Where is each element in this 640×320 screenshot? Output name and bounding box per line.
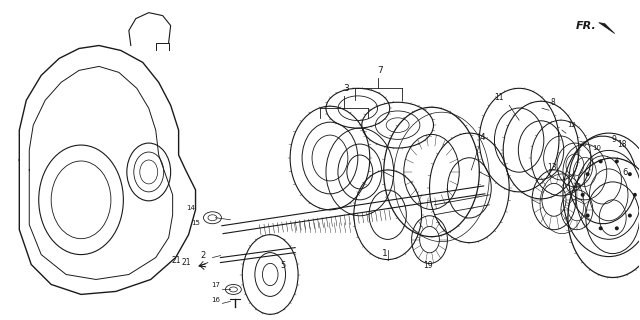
Text: 15: 15 [191, 220, 200, 226]
Text: 13: 13 [547, 163, 557, 172]
Text: 10: 10 [592, 145, 601, 151]
Text: 20: 20 [579, 141, 588, 147]
Text: 21: 21 [181, 258, 191, 267]
Circle shape [586, 172, 589, 176]
Circle shape [615, 226, 619, 230]
Text: 19: 19 [422, 260, 433, 269]
Text: 6: 6 [623, 168, 628, 177]
Text: 16: 16 [211, 297, 220, 303]
Text: 7: 7 [377, 66, 383, 76]
Text: FR.: FR. [576, 20, 596, 31]
Circle shape [580, 193, 584, 197]
Circle shape [633, 193, 637, 197]
Text: 17: 17 [211, 283, 220, 288]
Text: 18: 18 [617, 140, 626, 149]
Text: 19: 19 [572, 183, 581, 189]
Text: 2: 2 [200, 251, 205, 260]
Circle shape [628, 213, 632, 218]
Circle shape [615, 159, 619, 164]
Text: 12: 12 [567, 122, 576, 128]
Circle shape [628, 172, 632, 176]
Text: 5: 5 [280, 260, 285, 269]
Circle shape [586, 213, 589, 218]
Text: 9: 9 [612, 135, 616, 144]
Polygon shape [599, 23, 614, 34]
Text: 1: 1 [382, 249, 388, 258]
Circle shape [598, 159, 603, 164]
Text: 21: 21 [171, 256, 180, 265]
Text: 3: 3 [343, 84, 349, 93]
Text: 11: 11 [495, 93, 504, 102]
Circle shape [598, 226, 603, 230]
Text: 4: 4 [479, 133, 485, 142]
Text: 14: 14 [187, 205, 196, 211]
Text: 8: 8 [551, 98, 556, 107]
